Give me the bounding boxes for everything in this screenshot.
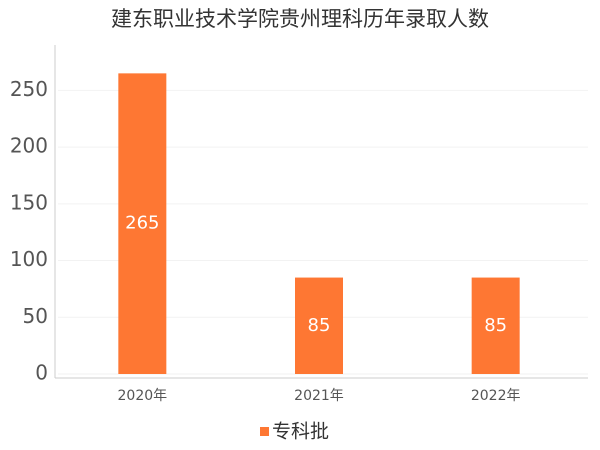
y-tick-label: 0 xyxy=(35,361,48,385)
bar xyxy=(295,277,343,374)
y-tick-label: 150 xyxy=(10,190,48,214)
data-label: 85 xyxy=(308,315,331,336)
bar xyxy=(118,73,167,375)
x-tick-label: 2022年 xyxy=(471,388,521,404)
y-tick-label: 100 xyxy=(10,247,48,271)
y-tick-label: 250 xyxy=(10,77,48,101)
legend-marker xyxy=(260,427,269,436)
data-label: 265 xyxy=(125,213,159,234)
y-tick-label: 50 xyxy=(23,304,48,328)
legend-label: 专科批 xyxy=(272,421,329,443)
x-tick-label: 2020年 xyxy=(118,388,168,404)
chart-title: 建东职业技术学院贵州理科历年录取人数 xyxy=(111,7,489,31)
data-label: 85 xyxy=(484,315,507,336)
y-tick-label: 200 xyxy=(10,134,48,158)
bar xyxy=(471,277,520,374)
x-tick-label: 2021年 xyxy=(294,388,344,404)
